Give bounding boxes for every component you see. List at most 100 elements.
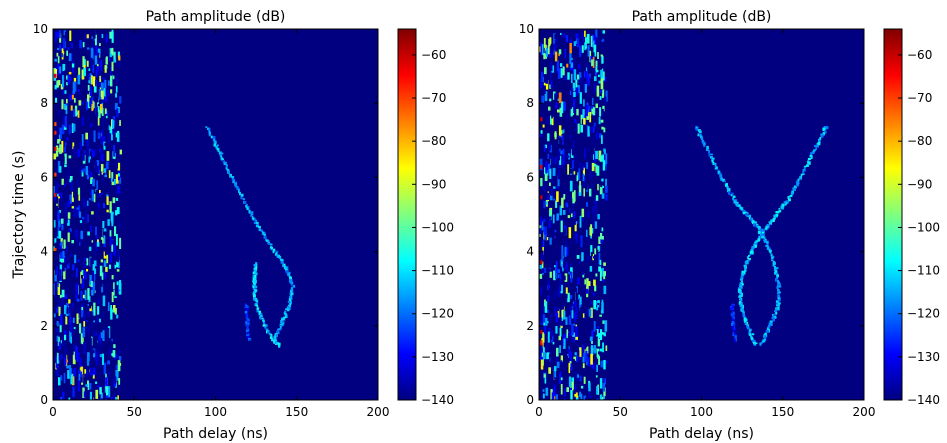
trace-point bbox=[729, 306, 732, 311]
trace-point bbox=[738, 204, 741, 207]
heatmap-cell bbox=[541, 250, 544, 260]
heatmap-cell bbox=[89, 333, 91, 339]
trace-point bbox=[776, 274, 779, 278]
heatmap-cell bbox=[111, 309, 114, 313]
heatmap-cell bbox=[600, 75, 604, 79]
heatmap-cell bbox=[543, 82, 547, 86]
trace-point bbox=[240, 196, 243, 200]
heatmap-cell bbox=[67, 166, 70, 176]
trace-point bbox=[246, 206, 249, 210]
heatmap-cell bbox=[86, 170, 90, 180]
heatmap-cell bbox=[68, 53, 72, 62]
heatmap-cell bbox=[71, 240, 74, 244]
trace-point bbox=[754, 241, 757, 244]
heatmap-cell bbox=[96, 206, 99, 218]
heatmap-cell bbox=[551, 116, 554, 126]
heatmap-cell bbox=[556, 282, 559, 288]
heatmap-cell bbox=[539, 216, 542, 225]
heatmap-cell bbox=[569, 295, 573, 300]
heatmap-cell bbox=[115, 160, 118, 169]
heatmap-cell bbox=[81, 195, 85, 205]
heatmap-cell bbox=[601, 299, 604, 309]
heatmap-cell bbox=[583, 118, 586, 125]
heatmap-cell bbox=[550, 169, 553, 179]
trace-point bbox=[775, 308, 779, 311]
heatmap-cell bbox=[53, 196, 57, 201]
heatmap-cell bbox=[544, 167, 546, 175]
heatmap-cell bbox=[115, 210, 118, 216]
heatmap-cell bbox=[595, 103, 598, 108]
heatmap-cell bbox=[95, 190, 99, 201]
heatmap-cell bbox=[70, 181, 74, 191]
heatmap-cell bbox=[569, 162, 571, 173]
heatmap-cell bbox=[553, 270, 556, 281]
heatmap-cell bbox=[557, 67, 561, 79]
heatmap-cell bbox=[87, 84, 90, 91]
heatmap-cell bbox=[86, 179, 89, 184]
heatmap-cell bbox=[551, 188, 554, 196]
heatmap-cell bbox=[96, 160, 100, 166]
heatmap-cell bbox=[548, 221, 551, 229]
trace-point bbox=[809, 157, 812, 161]
heatmap-cell bbox=[72, 373, 75, 386]
heatmap-cell bbox=[603, 67, 606, 72]
heatmap-cell bbox=[59, 241, 63, 249]
heatmap-cell bbox=[95, 80, 98, 87]
trace-point bbox=[290, 283, 293, 286]
heatmap-cell bbox=[88, 246, 92, 251]
heatmap-cell bbox=[559, 205, 562, 216]
heatmap-cell bbox=[91, 211, 94, 215]
heatmap-cell bbox=[591, 183, 593, 188]
heatmap-cell bbox=[560, 284, 563, 294]
heatmap-cell bbox=[554, 369, 557, 378]
heatmap-cell bbox=[594, 76, 597, 81]
trace-point bbox=[264, 326, 267, 329]
heatmap-cell bbox=[119, 149, 122, 155]
heatmap-cell bbox=[69, 330, 72, 342]
heatmap-cell bbox=[583, 342, 587, 353]
heatmap-cell bbox=[75, 209, 79, 218]
trace-point bbox=[263, 233, 266, 236]
heatmap-cell bbox=[114, 285, 117, 297]
trace-point bbox=[278, 327, 282, 331]
heatmap-cell bbox=[98, 43, 101, 46]
trace-point bbox=[796, 182, 800, 185]
heatmap-cell bbox=[60, 397, 63, 400]
heatmap-cell bbox=[582, 273, 585, 278]
heatmap-cell bbox=[572, 323, 575, 326]
heatmap-cell bbox=[583, 103, 586, 110]
heatmap-cell bbox=[601, 109, 604, 116]
heatmap-cell bbox=[102, 266, 106, 270]
heatmap-cell bbox=[111, 119, 113, 130]
heatmap-cell bbox=[582, 269, 584, 275]
heatmap-cell bbox=[63, 255, 66, 263]
trace-point bbox=[815, 146, 818, 151]
heatmap-cell bbox=[552, 49, 556, 55]
trace-point bbox=[734, 199, 738, 202]
heatmap-cell bbox=[574, 221, 577, 232]
heatmap-cell bbox=[93, 320, 95, 323]
heatmap-cell bbox=[84, 289, 87, 301]
heatmap-cell bbox=[561, 309, 564, 318]
heatmap-cell bbox=[104, 108, 107, 114]
trace-point bbox=[289, 277, 292, 280]
y-tick-label: 0 bbox=[40, 393, 48, 407]
heatmap-cell bbox=[558, 49, 562, 55]
heatmap-cell bbox=[551, 65, 555, 73]
heatmap-cell bbox=[68, 71, 72, 75]
heatmap-cell bbox=[572, 333, 575, 343]
heatmap-cell bbox=[559, 68, 563, 78]
heatmap-cell bbox=[111, 292, 114, 303]
heatmap-cell bbox=[95, 331, 98, 336]
heatmap-cell bbox=[583, 395, 587, 400]
heatmap-cell bbox=[119, 365, 122, 375]
heatmap-cell bbox=[78, 397, 82, 400]
heatmap-cell bbox=[570, 210, 573, 218]
heatmap-cell bbox=[63, 239, 66, 249]
heatmap-cell bbox=[73, 351, 76, 355]
trace-point bbox=[775, 211, 778, 213]
heatmap-cell bbox=[81, 278, 85, 289]
heatmap-cell bbox=[56, 328, 59, 333]
heatmap-cell bbox=[560, 139, 563, 144]
heatmap-cell bbox=[585, 148, 588, 160]
